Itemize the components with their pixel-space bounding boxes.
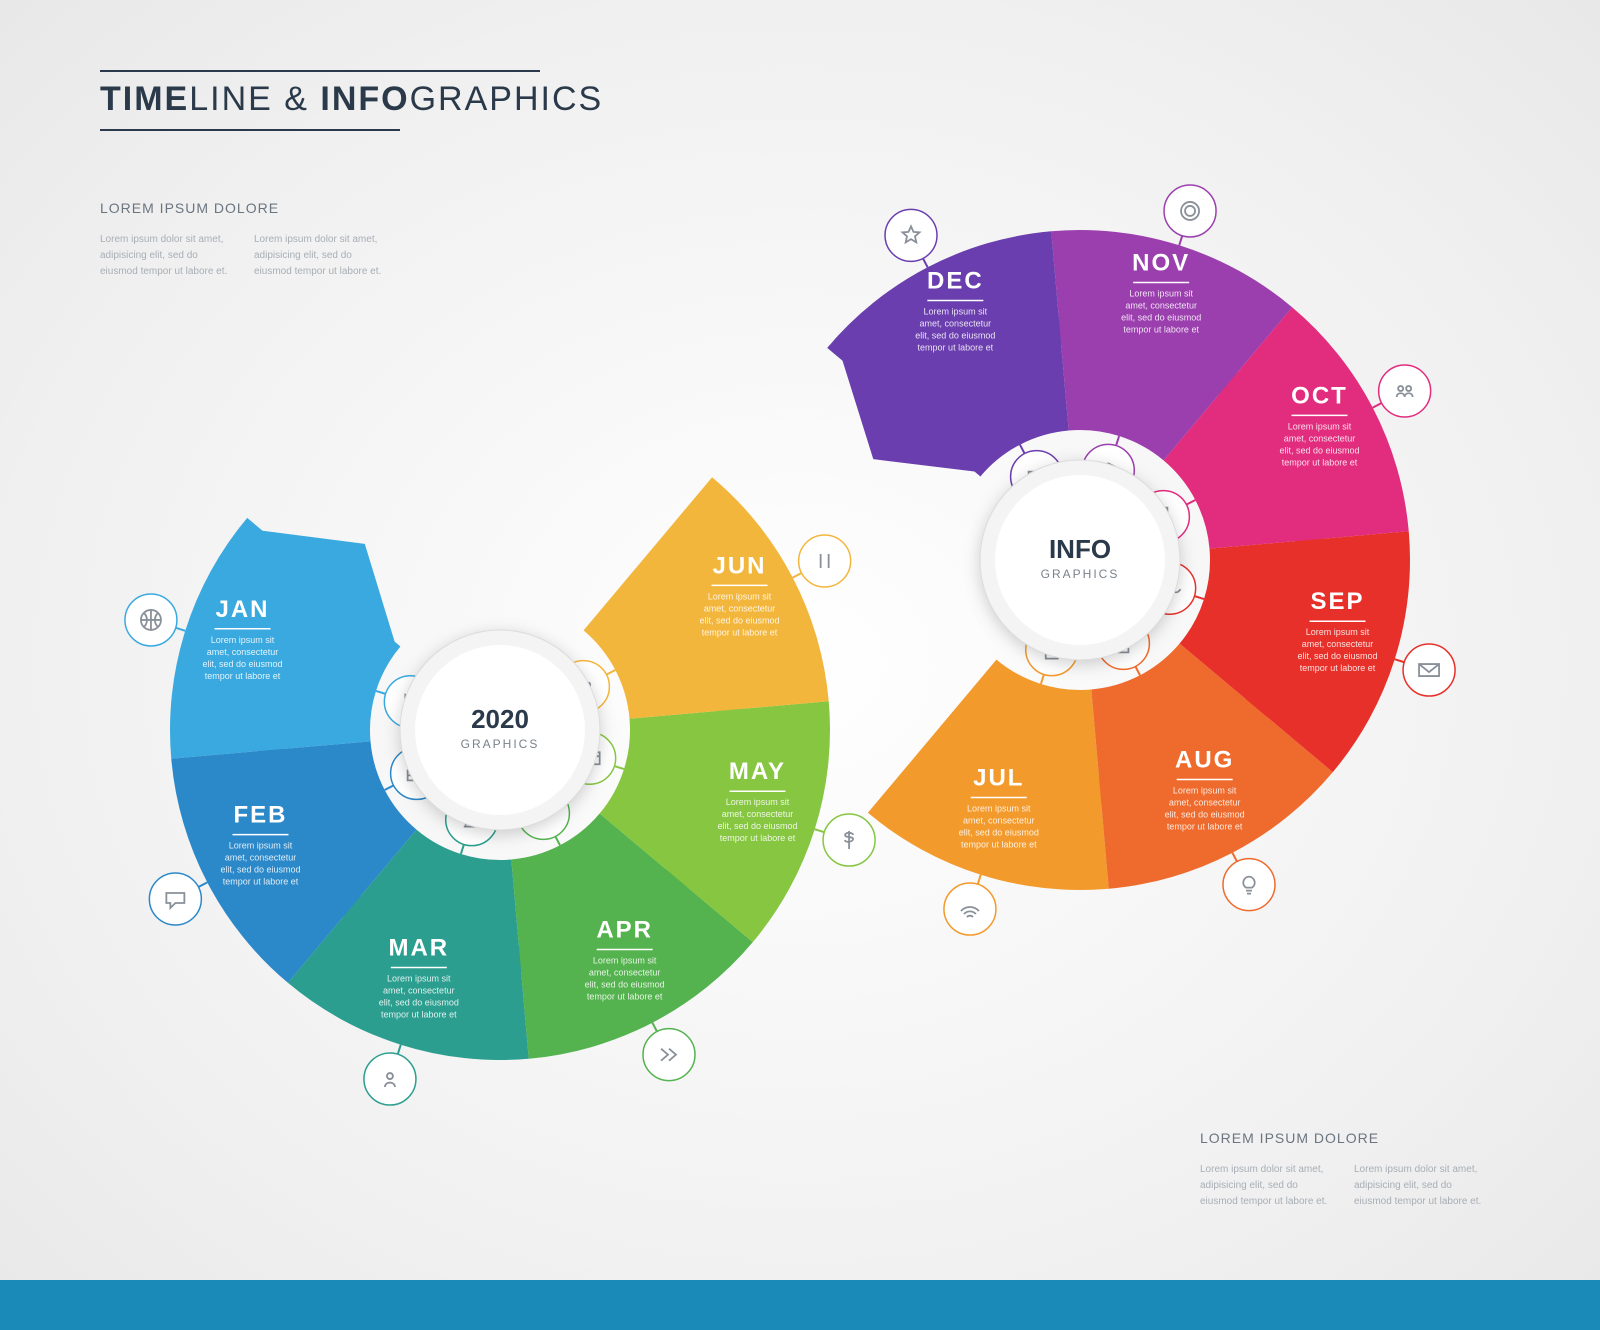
- segment-body-line: Lorem ipsum sit: [593, 955, 657, 965]
- segment-body-line: elit, sed do eiusmod: [379, 998, 459, 1008]
- mail-icon: [1403, 644, 1455, 696]
- person-icon: [364, 1053, 416, 1105]
- segment-body-line: amet, consectetur: [1284, 433, 1356, 443]
- segment-body-line: tempor ut labore et: [1167, 821, 1243, 831]
- segment-body-line: amet, consectetur: [207, 647, 279, 657]
- segment-label-feb: FEB: [234, 802, 288, 829]
- segment-label-dec: DEC: [927, 268, 984, 295]
- hub-right-line1: INFO: [1049, 534, 1111, 564]
- hub-left: 2020 GRAPHICS: [400, 630, 600, 830]
- segment-body-line: tempor ut labore et: [381, 1010, 457, 1020]
- segment-body-line: Lorem ipsum sit: [211, 635, 275, 645]
- segment-body-line: elit, sed do eiusmod: [699, 615, 779, 625]
- people-icon: [1379, 365, 1431, 417]
- segment-body-line: amet, consectetur: [722, 809, 794, 819]
- segment-label-jan: JAN: [215, 596, 269, 623]
- segment-body-line: Lorem ipsum sit: [1173, 785, 1237, 795]
- segment-body-line: elit, sed do eiusmod: [585, 979, 665, 989]
- segment-body-line: Lorem ipsum sit: [708, 591, 772, 601]
- segment-body-line: tempor ut labore et: [587, 991, 663, 1001]
- segment-body-line: elit, sed do eiusmod: [1297, 651, 1377, 661]
- segment-body-line: amet, consectetur: [963, 816, 1035, 826]
- header-rule-top: [100, 70, 540, 72]
- segment-label-jun: JUN: [712, 552, 766, 579]
- segment-body-line: Lorem ipsum sit: [726, 797, 790, 807]
- segment-body-line: Lorem ipsum sit: [1288, 421, 1352, 431]
- segment-body-line: amet, consectetur: [920, 319, 992, 329]
- segment-body-line: elit, sed do eiusmod: [202, 659, 282, 669]
- hub-left-line2: GRAPHICS: [461, 737, 540, 751]
- segment-body-line: Lorem ipsum sit: [1306, 627, 1370, 637]
- segment-body-line: Lorem ipsum sit: [229, 841, 293, 851]
- segment-label-nov: NOV: [1132, 249, 1190, 276]
- segment-body-line: Lorem ipsum sit: [1129, 288, 1193, 298]
- segment-body-line: tempor ut labore et: [961, 840, 1037, 850]
- segment-body-line: tempor ut labore et: [1123, 324, 1199, 334]
- segment-label-mar: MAR: [388, 935, 449, 962]
- segment-body-line: Lorem ipsum sit: [967, 804, 1031, 814]
- segment-body-line: amet, consectetur: [225, 853, 297, 863]
- segment-label-apr: APR: [596, 916, 653, 943]
- segment-label-oct: OCT: [1291, 382, 1348, 409]
- infographic-stage: JAN Lorem ipsum sit amet, consectetur elit,…: [0, 90, 1600, 1250]
- target-icon: [1164, 185, 1216, 237]
- segment-body-line: elit, sed do eiusmod: [1279, 445, 1359, 455]
- footer-bar: [0, 1280, 1600, 1330]
- segment-body-line: tempor ut labore et: [205, 671, 281, 681]
- pause-icon: [799, 535, 851, 587]
- segment-body-line: tempor ut labore et: [720, 833, 796, 843]
- segment-body-line: amet, consectetur: [589, 967, 661, 977]
- segment-body-line: amet, consectetur: [1169, 797, 1241, 807]
- bulb-icon: [1223, 859, 1275, 911]
- segment-body-line: tempor ut labore et: [1300, 663, 1376, 673]
- star-icon: [885, 209, 937, 261]
- dollar-icon: [823, 814, 875, 866]
- segment-label-jul: JUL: [973, 765, 1024, 792]
- chat-icon: [149, 873, 201, 925]
- segment-body-line: elit, sed do eiusmod: [1165, 809, 1245, 819]
- segment-body-line: amet, consectetur: [1302, 639, 1374, 649]
- segment-body-line: Lorem ipsum sit: [387, 974, 451, 984]
- hub-right-line2: GRAPHICS: [1041, 567, 1120, 581]
- segment-jun: [584, 477, 829, 718]
- basketball-icon: [125, 594, 177, 646]
- segment-body-line: amet, consectetur: [383, 986, 455, 996]
- segment-body-line: tempor ut labore et: [223, 877, 299, 887]
- segment-body-line: elit, sed do eiusmod: [959, 828, 1039, 838]
- forward-icon: [643, 1029, 695, 1081]
- segment-label-may: MAY: [729, 758, 786, 785]
- hub-left-line1: 2020: [471, 704, 529, 734]
- segment-body-line: elit, sed do eiusmod: [717, 821, 797, 831]
- segment-body-line: tempor ut labore et: [702, 627, 778, 637]
- segment-body-line: elit, sed do eiusmod: [220, 865, 300, 875]
- segment-body-line: elit, sed do eiusmod: [1121, 312, 1201, 322]
- hub-right: INFO GRAPHICS: [980, 460, 1180, 660]
- wifi-icon: [944, 883, 996, 935]
- segment-label-sep: SEP: [1310, 588, 1364, 615]
- segment-body-line: Lorem ipsum sit: [924, 307, 988, 317]
- segment-body-line: tempor ut labore et: [918, 343, 994, 353]
- segment-body-line: amet, consectetur: [1125, 300, 1197, 310]
- segment-body-line: amet, consectetur: [704, 603, 776, 613]
- segment-label-aug: AUG: [1175, 746, 1234, 773]
- segment-body-line: elit, sed do eiusmod: [915, 331, 995, 341]
- segment-body-line: tempor ut labore et: [1282, 457, 1358, 467]
